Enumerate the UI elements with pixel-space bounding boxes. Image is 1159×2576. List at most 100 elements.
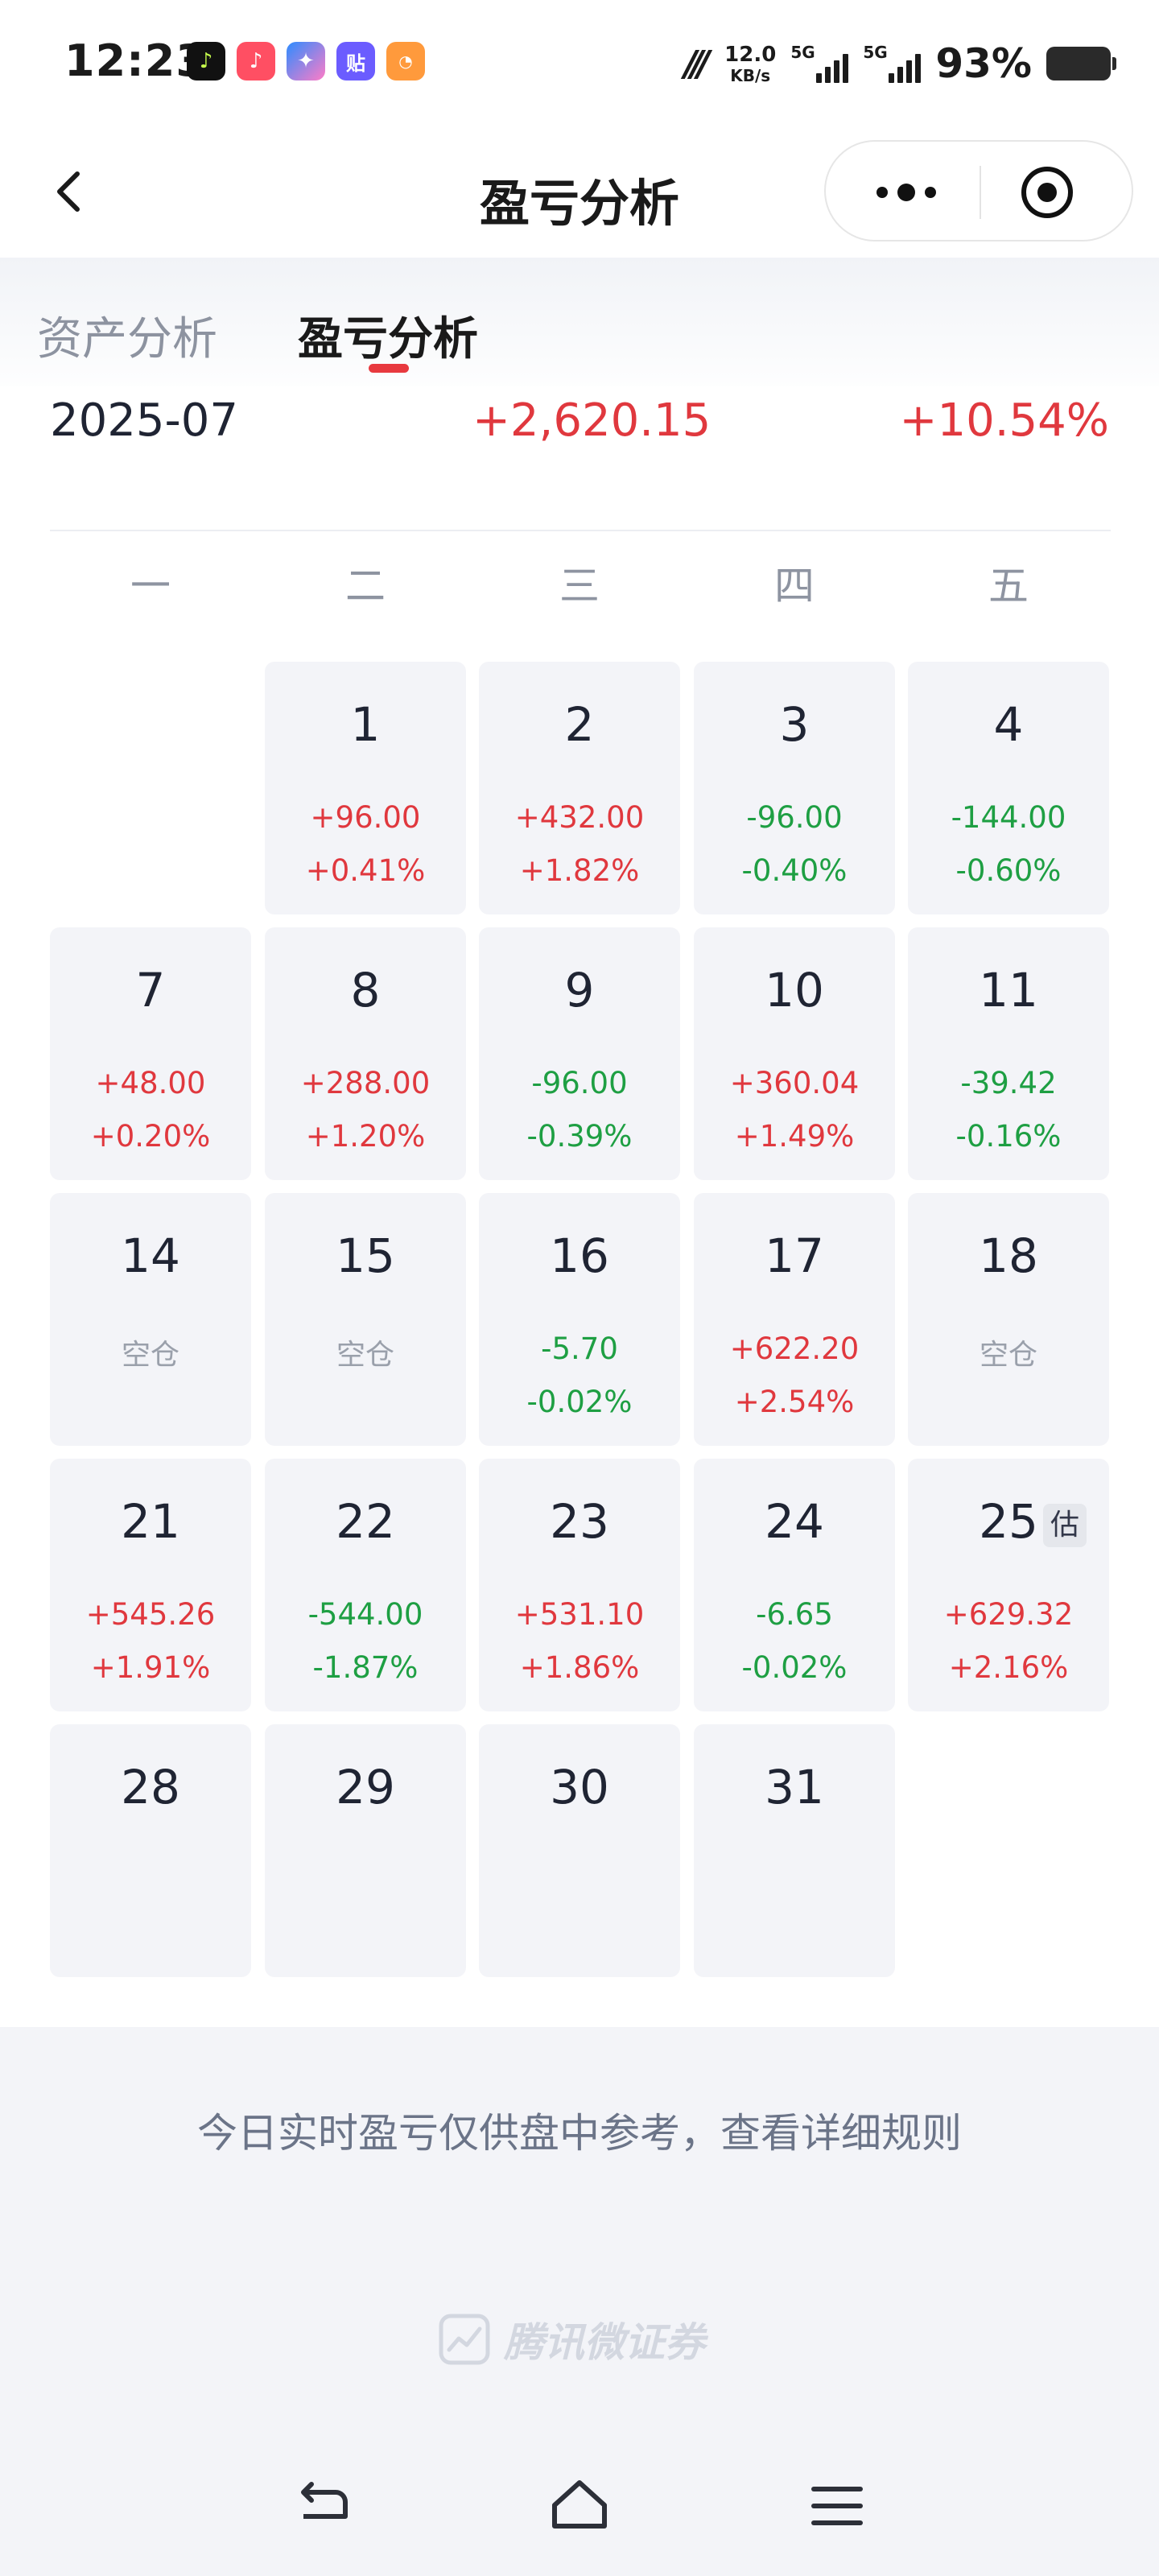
calendar-day-percent: +2.16% [948,1650,1069,1685]
net-speed-value: 12.0 [724,42,777,67]
notification-app-icons: ♪ ♪ ✦ 贴 ◔ [187,42,425,80]
calendar-day-number: 25 [979,1494,1038,1549]
summary-divider [50,530,1111,531]
calendar-day-number: 28 [121,1760,180,1814]
calendar-day-cell[interactable]: 11 -39.42 -0.16% [908,927,1109,1180]
calendar-day-number: 21 [121,1494,180,1549]
calendar-day-cell[interactable]: 25 估 +629.32 +2.16% [908,1459,1109,1711]
calendar-day-cell[interactable]: 23 +531.10 +1.86% [479,1459,680,1711]
month-summary: 2025-07 +2,620.15 +10.54% [0,386,1159,531]
summary-month[interactable]: 2025-07 [50,394,238,447]
calendar-day-number: 24 [765,1494,824,1549]
calendar-day-amount: -5.70 [541,1331,618,1366]
more-button[interactable] [858,159,955,225]
page-title: 盈亏分析 [479,174,679,233]
video-app-icon: ♪ [237,42,275,80]
calendar-day-amount: +545.26 [85,1597,216,1632]
calendar-day-status: 空仓 [336,1339,394,1372]
back-button[interactable] [39,159,103,224]
system-back-button[interactable] [286,2470,358,2542]
calendar-day-percent: -0.16% [955,1119,1062,1154]
calendar-day-number: 4 [993,697,1024,752]
calendar-day-cell[interactable]: 14 空仓 [50,1193,251,1446]
footer: 今日实时盈亏仅供盘中参考，查看详细规则 腾讯微证券 [0,2027,1159,2576]
summary-amount: +2,620.15 [472,394,711,447]
back-icon [301,2482,348,2519]
calendar-day-cell[interactable]: 3 -96.00 -0.40% [694,662,895,914]
calendar-day-number: 3 [779,697,810,752]
calendar-day-status: 空仓 [121,1339,179,1372]
calendar-day-number: 31 [765,1760,824,1814]
system-home-button[interactable] [543,2470,616,2542]
calendar-day-amount: -96.00 [531,1066,628,1100]
calendar-day-percent: +0.41% [305,853,426,888]
calendar-day-number: 9 [564,963,595,1018]
more-dots-icon [876,187,888,198]
calendar-day-percent: +2.54% [734,1385,855,1419]
calendar-day-cell[interactable]: 21 +545.26 +1.91% [50,1459,251,1711]
sim2-label: 5G [863,43,888,62]
calendar-day-amount: +48.00 [95,1066,206,1100]
capsule-divider [980,166,981,219]
estimate-badge: 估 [1043,1504,1087,1547]
battery-percent: 93% [935,40,1032,87]
nfc-icon: /// [683,43,710,85]
calendar-day-cell[interactable]: 7 +48.00 +0.20% [50,927,251,1180]
calendar-day-number: 23 [550,1494,609,1549]
calendar-day-cell[interactable]: 30 [479,1724,680,1977]
calendar-day-amount: +531.10 [514,1597,645,1632]
calendar-day-number: 17 [765,1228,824,1283]
status-bar: 12:23 ♪ ♪ ✦ 贴 ◔ /// 12.0 KB/s 5G 5G 93% [0,0,1159,129]
calendar-day-number: 18 [979,1228,1038,1283]
battery-icon [1046,47,1116,80]
calendar-day-amount: +432.00 [514,800,645,835]
home-icon [552,2480,607,2529]
music-app-icon: ♪ [187,42,225,80]
weekday-wed: 三 [559,563,600,609]
tab-asset-analysis[interactable]: 资产分析 [37,313,217,365]
calendar-day-cell[interactable]: 16 -5.70 -0.02% [479,1193,680,1446]
tab-bar: 资产分析 盈亏分析 [0,258,1159,402]
calendar-day-amount: -39.42 [960,1066,1057,1100]
tab-pnl-analysis[interactable]: 盈亏分析 [298,313,478,365]
calendar-day-cell[interactable]: 18 空仓 [908,1193,1109,1446]
calendar-day-amount: +288.00 [300,1066,431,1100]
calendar-day-cell[interactable]: 29 [265,1724,466,1977]
calendar-day-percent: -0.40% [741,853,848,888]
weekday-tue: 二 [345,563,386,609]
calendar-day-cell[interactable]: 8 +288.00 +1.20% [265,927,466,1180]
calendar-day-cell[interactable]: 1 +96.00 +0.41% [265,662,466,914]
calendar-day-cell[interactable]: 17 +622.20 +2.54% [694,1193,895,1446]
calendar-day-percent: -1.87% [312,1650,419,1685]
status-indicators: /// 12.0 KB/s 5G 5G 93% [683,35,1116,92]
calendar-day-cell[interactable]: 2 +432.00 +1.82% [479,662,680,914]
calendar-day-amount: -96.00 [746,800,843,835]
calendar-day-amount: -6.65 [756,1597,833,1632]
miniprogram-capsule [824,140,1133,242]
calendar-day-cell[interactable]: 31 [694,1724,895,1977]
calendar-day-number: 10 [765,963,824,1018]
calendar-day-cell[interactable]: 10 +360.04 +1.49% [694,927,895,1180]
news-app-icon: ◔ [386,42,425,80]
calendar-day-cell[interactable]: 22 -544.00 -1.87% [265,1459,466,1711]
calendar-day-cell[interactable]: 15 空仓 [265,1193,466,1446]
system-menu-button[interactable] [801,2470,873,2542]
calendar-day-cell[interactable]: 24 -6.65 -0.02% [694,1459,895,1711]
target-close-icon[interactable] [1019,164,1075,221]
chart-logo-icon [439,2314,490,2365]
calendar-day-number: 2 [564,697,595,752]
net-speed-unit: KB/s [730,65,771,85]
calendar-day-cell[interactable]: 4 -144.00 -0.60% [908,662,1109,914]
calendar-day-number: 16 [550,1228,609,1283]
rules-notice-link[interactable]: 今日实时盈亏仅供盘中参考，查看详细规则 [197,2110,962,2157]
calendar-day-percent: +1.49% [734,1119,855,1154]
calendar-day-cell[interactable]: 9 -96.00 -0.39% [479,927,680,1180]
calendar-day-cell[interactable]: 28 [50,1724,251,1977]
calendar-day-number: 14 [121,1228,180,1283]
calendar-day-percent: +1.91% [90,1650,211,1685]
calendar-day-amount: -544.00 [307,1597,423,1632]
brand-name: 腾讯微证券 [504,2319,705,2366]
calendar-day-amount: +96.00 [310,800,421,835]
calendar-day-percent: +1.20% [305,1119,426,1154]
menu-icon [811,2487,863,2525]
